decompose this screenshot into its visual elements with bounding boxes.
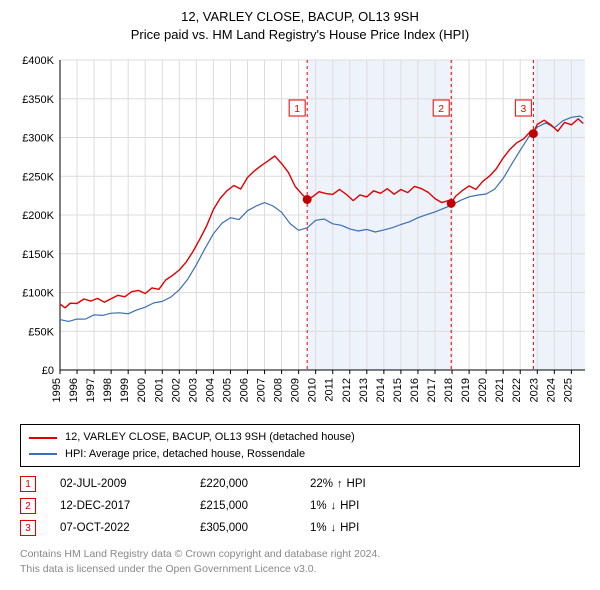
svg-text:2011: 2011 — [324, 378, 336, 402]
svg-text:2000: 2000 — [136, 378, 148, 402]
svg-text:£200K: £200K — [22, 210, 54, 222]
legend: 12, VARLEY CLOSE, BACUP, OL13 9SH (detac… — [20, 424, 580, 467]
svg-text:£350K: £350K — [22, 94, 54, 106]
svg-text:2002: 2002 — [170, 378, 182, 402]
transaction-price: £305,000 — [200, 522, 310, 534]
svg-text:1995: 1995 — [51, 378, 63, 402]
transaction-table: 1 02-JUL-2009£220,00022% ↑ HPI 2 12-DEC-201… — [20, 473, 580, 539]
transaction-price: £215,000 — [200, 500, 310, 512]
svg-text:2023: 2023 — [528, 378, 540, 402]
svg-text:£400K: £400K — [22, 55, 54, 67]
transaction-date: 02-JUL-2009 — [60, 478, 200, 490]
svg-text:2018: 2018 — [443, 378, 455, 402]
svg-text:2005: 2005 — [221, 378, 233, 402]
transaction-diff: 1% ↓ HPI — [310, 500, 359, 512]
svg-text:2017: 2017 — [426, 378, 438, 402]
legend-row-property: 12, VARLEY CLOSE, BACUP, OL13 9SH (detac… — [29, 429, 571, 446]
svg-text:2014: 2014 — [375, 378, 387, 402]
svg-text:2001: 2001 — [153, 378, 165, 402]
svg-text:£250K: £250K — [22, 172, 54, 184]
svg-text:2016: 2016 — [409, 378, 421, 402]
svg-text:£150K: £150K — [22, 249, 54, 261]
svg-text:2024: 2024 — [545, 378, 557, 402]
transaction-marker: 2 — [20, 498, 36, 514]
svg-text:2022: 2022 — [511, 378, 523, 402]
svg-text:2019: 2019 — [460, 378, 472, 402]
svg-text:2009: 2009 — [290, 378, 302, 402]
svg-text:£100K: £100K — [22, 288, 54, 300]
arrow-down-icon: ↓ — [331, 500, 337, 512]
legend-label-hpi: HPI: Average price, detached house, Ross… — [65, 446, 305, 463]
footer: Contains HM Land Registry data © Crown c… — [20, 547, 580, 575]
line-chart: £0 £50K £100K £150K £200K £250K £300K £350K £400… — [10, 50, 590, 420]
arrow-up-icon: ↑ — [337, 478, 343, 490]
legend-label-property: 12, VARLEY CLOSE, BACUP, OL13 9SH (detac… — [65, 429, 355, 446]
svg-text:£0: £0 — [42, 365, 54, 377]
svg-text:2: 2 — [438, 104, 444, 115]
transaction-price: £220,000 — [200, 478, 310, 490]
svg-text:1: 1 — [294, 104, 300, 115]
title-subtitle: Price paid vs. HM Land Registry's House … — [10, 26, 590, 44]
transaction-marker: 3 — [20, 520, 36, 536]
svg-text:£50K: £50K — [28, 327, 54, 339]
svg-text:2015: 2015 — [392, 378, 404, 402]
transaction-row: 1 02-JUL-2009£220,00022% ↑ HPI — [20, 473, 580, 495]
svg-text:2025: 2025 — [562, 378, 574, 402]
transaction-marker: 1 — [20, 476, 36, 492]
svg-text:2010: 2010 — [307, 378, 319, 402]
legend-swatch-property — [29, 437, 57, 439]
svg-text:3: 3 — [521, 104, 527, 115]
svg-text:2020: 2020 — [477, 378, 489, 402]
chart-container: 12, VARLEY CLOSE, BACUP, OL13 9SH Price … — [0, 0, 600, 584]
footer-line-2: This data is licensed under the Open Gov… — [20, 562, 580, 576]
svg-text:2012: 2012 — [341, 378, 353, 402]
svg-text:£300K: £300K — [22, 133, 54, 145]
svg-text:1997: 1997 — [85, 378, 97, 402]
title-address: 12, VARLEY CLOSE, BACUP, OL13 9SH — [10, 8, 590, 26]
transaction-date: 07-OCT-2022 — [60, 522, 200, 534]
legend-swatch-hpi — [29, 453, 57, 455]
chart-svg: £0 £50K £100K £150K £200K £250K £300K £350K £400… — [10, 50, 590, 420]
svg-text:2003: 2003 — [187, 378, 199, 402]
title-block: 12, VARLEY CLOSE, BACUP, OL13 9SH Price … — [10, 8, 590, 44]
arrow-down-icon: ↓ — [331, 522, 337, 534]
svg-text:2006: 2006 — [239, 378, 251, 402]
svg-text:2007: 2007 — [256, 378, 268, 402]
transaction-diff: 1% ↓ HPI — [310, 522, 359, 534]
svg-text:1998: 1998 — [102, 378, 114, 402]
svg-text:1996: 1996 — [68, 378, 80, 402]
transaction-row: 2 12-DEC-2017£215,0001% ↓ HPI — [20, 495, 580, 517]
transaction-row: 3 07-OCT-2022£305,0001% ↓ HPI — [20, 517, 580, 539]
svg-text:2013: 2013 — [358, 378, 370, 402]
transaction-date: 12-DEC-2017 — [60, 500, 200, 512]
svg-text:1999: 1999 — [119, 378, 131, 402]
footer-line-1: Contains HM Land Registry data © Crown c… — [20, 547, 580, 561]
svg-text:2008: 2008 — [273, 378, 285, 402]
svg-text:2021: 2021 — [494, 378, 506, 402]
transaction-diff: 22% ↑ HPI — [310, 478, 366, 490]
legend-row-hpi: HPI: Average price, detached house, Ross… — [29, 446, 571, 463]
svg-text:2004: 2004 — [204, 378, 216, 402]
